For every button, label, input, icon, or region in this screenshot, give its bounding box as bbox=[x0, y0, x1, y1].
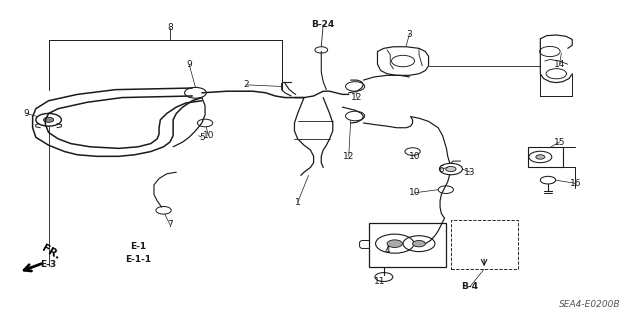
Text: 10: 10 bbox=[409, 188, 420, 197]
Text: E-1-1: E-1-1 bbox=[125, 255, 151, 264]
Text: 6: 6 bbox=[438, 165, 444, 174]
Text: 16: 16 bbox=[570, 179, 581, 188]
Circle shape bbox=[446, 167, 456, 172]
Circle shape bbox=[536, 155, 545, 159]
Text: 11: 11 bbox=[374, 277, 386, 286]
Text: 9: 9 bbox=[186, 60, 192, 69]
Text: 4: 4 bbox=[384, 246, 390, 255]
Text: 14: 14 bbox=[554, 60, 565, 69]
Text: B-4: B-4 bbox=[461, 282, 479, 291]
Bar bbox=[527, 147, 563, 167]
Text: 12: 12 bbox=[343, 152, 355, 161]
Text: 3: 3 bbox=[406, 30, 412, 39]
Text: B-24: B-24 bbox=[312, 20, 335, 29]
Text: 10: 10 bbox=[409, 152, 420, 161]
Text: 8: 8 bbox=[167, 23, 173, 32]
Text: 15: 15 bbox=[554, 137, 565, 146]
Bar bbox=[369, 223, 446, 268]
Text: E-3: E-3 bbox=[40, 260, 57, 269]
Text: 9: 9 bbox=[24, 109, 29, 118]
Text: 7: 7 bbox=[167, 220, 173, 229]
Text: FR.: FR. bbox=[40, 243, 62, 262]
Text: 5: 5 bbox=[199, 133, 205, 142]
Circle shape bbox=[387, 240, 403, 248]
Text: SEA4-E0200B: SEA4-E0200B bbox=[559, 300, 620, 309]
Text: E-1: E-1 bbox=[130, 242, 146, 251]
Text: 13: 13 bbox=[465, 168, 476, 177]
Text: 10: 10 bbox=[202, 131, 214, 140]
Text: 12: 12 bbox=[351, 93, 363, 102]
Circle shape bbox=[413, 241, 426, 247]
Text: 2: 2 bbox=[244, 80, 250, 89]
Bar bbox=[451, 220, 518, 269]
Circle shape bbox=[44, 117, 54, 122]
Text: 1: 1 bbox=[295, 198, 301, 207]
